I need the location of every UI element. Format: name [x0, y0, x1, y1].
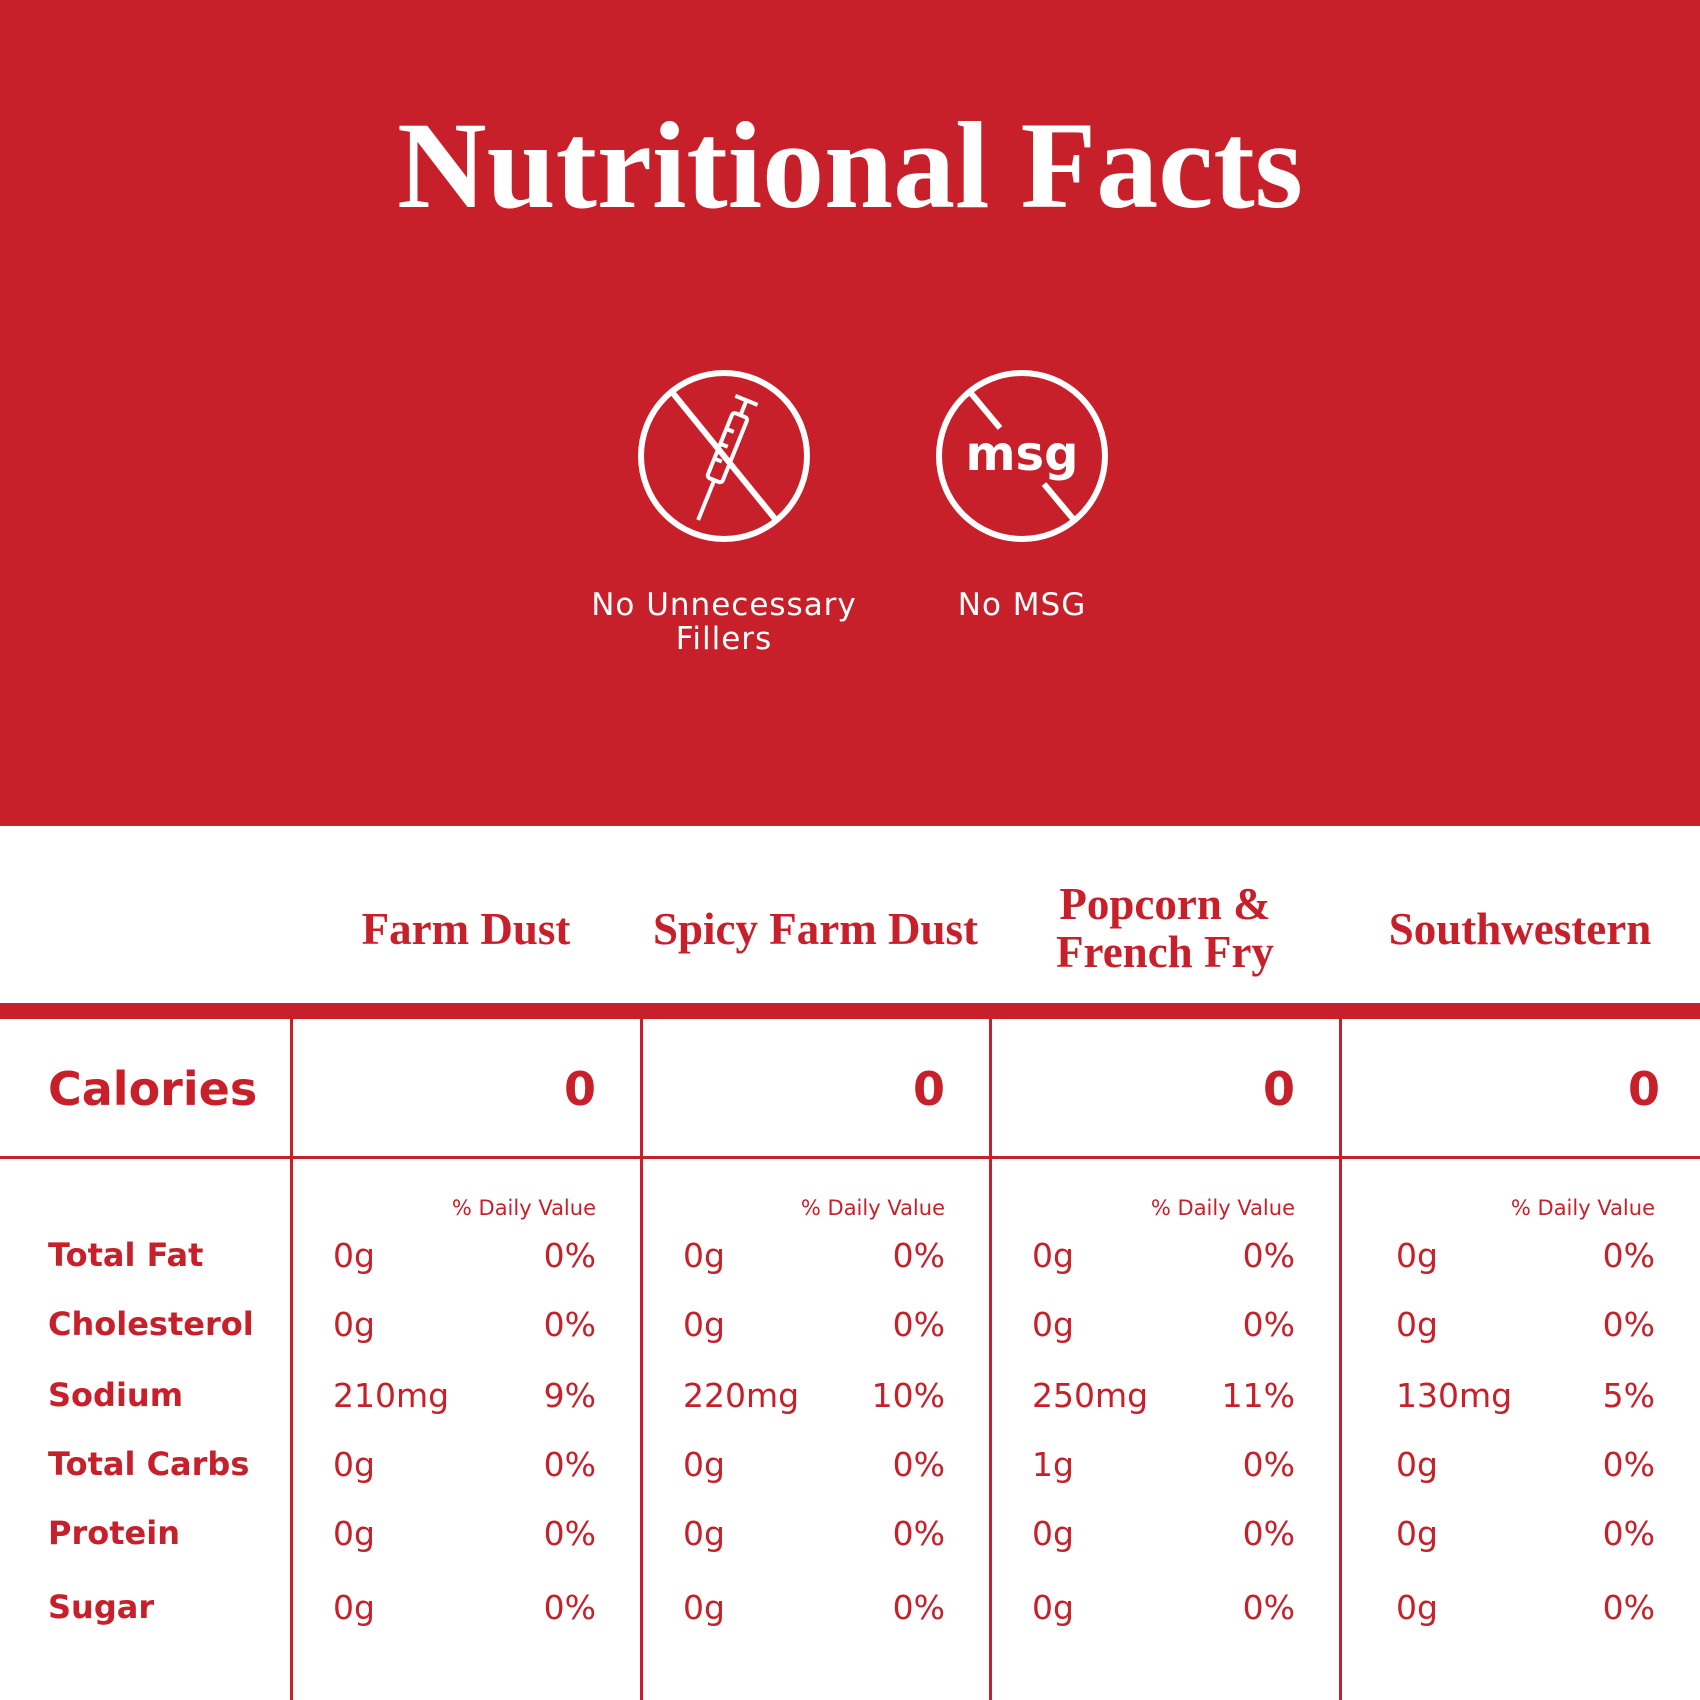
- daily-value: 10%: [871, 1376, 945, 1415]
- daily-value: 0%: [892, 1588, 945, 1627]
- row-label: Cholesterol: [48, 1305, 254, 1343]
- row-label: Protein: [48, 1514, 180, 1552]
- amount: 0g: [1396, 1236, 1438, 1275]
- daily-value: 0%: [1242, 1236, 1295, 1275]
- daily-value: 9%: [543, 1376, 596, 1415]
- row-label: Total Fat: [48, 1236, 204, 1274]
- amount: 0g: [1396, 1514, 1438, 1553]
- column-header: Farm Dust: [361, 904, 571, 954]
- calories-rule: [0, 1156, 1700, 1159]
- daily-value-label: % Daily Value: [800, 1196, 945, 1220]
- amount: 0g: [1396, 1588, 1438, 1627]
- amount: 0g: [1396, 1445, 1438, 1484]
- amount: 0g: [333, 1588, 375, 1627]
- column-header: Southwestern: [1388, 904, 1652, 954]
- badge-label: No Unnecessary Fillers: [591, 587, 857, 657]
- daily-value: 5%: [1602, 1376, 1655, 1415]
- row-label: Sugar: [48, 1588, 155, 1626]
- amount: 0g: [683, 1305, 725, 1344]
- daily-value: 0%: [1242, 1305, 1295, 1344]
- amount: 220mg: [683, 1376, 800, 1415]
- daily-value: 0%: [543, 1305, 596, 1344]
- amount: 0g: [1032, 1305, 1074, 1344]
- calories-label: Calories: [48, 1062, 258, 1116]
- column-divider: [989, 1019, 992, 1700]
- amount: 1g: [1032, 1445, 1074, 1484]
- daily-value: 0%: [1602, 1514, 1655, 1553]
- amount: 0g: [683, 1588, 725, 1627]
- badge-icons: msg: [638, 370, 1108, 542]
- calories-value: 0: [563, 1062, 596, 1116]
- daily-value: 0%: [543, 1445, 596, 1484]
- column-divider: [290, 1019, 293, 1700]
- row-label: Sodium: [48, 1376, 184, 1414]
- amount: 0g: [1032, 1236, 1074, 1275]
- amount: 0g: [683, 1445, 725, 1484]
- amount: 0g: [683, 1514, 725, 1553]
- daily-value: 0%: [543, 1236, 596, 1275]
- daily-value: 0%: [892, 1514, 945, 1553]
- calories-value: 0: [912, 1062, 945, 1116]
- column-divider: [1339, 1019, 1342, 1700]
- daily-value: 0%: [1602, 1445, 1655, 1484]
- header-rule: [0, 1003, 1700, 1019]
- calories-value: 0: [1627, 1062, 1660, 1116]
- column-header: Popcorn & French Fry: [1056, 879, 1274, 977]
- daily-value: 0%: [892, 1236, 945, 1275]
- daily-value: 0%: [543, 1588, 596, 1627]
- daily-value: 0%: [892, 1305, 945, 1344]
- amount: 250mg: [1032, 1376, 1149, 1415]
- column-divider: [640, 1019, 643, 1700]
- amount: 0g: [333, 1514, 375, 1553]
- column-header: Spicy Farm Dust: [653, 904, 978, 954]
- amount: 0g: [1032, 1588, 1074, 1627]
- daily-value-label: % Daily Value: [451, 1196, 596, 1220]
- daily-value: 0%: [892, 1445, 945, 1484]
- daily-value-label: % Daily Value: [1150, 1196, 1295, 1220]
- header-band: [0, 0, 1700, 826]
- amount: 210mg: [333, 1376, 450, 1415]
- daily-value: 0%: [1602, 1305, 1655, 1344]
- daily-value-label: % Daily Value: [1510, 1196, 1655, 1220]
- calories-value: 0: [1262, 1062, 1295, 1116]
- icon-text: msg: [966, 426, 1079, 482]
- amount: 0g: [333, 1445, 375, 1484]
- daily-value: 11%: [1221, 1376, 1295, 1415]
- title: Nutritional Facts: [397, 97, 1303, 234]
- daily-value: 0%: [1602, 1588, 1655, 1627]
- amount: 0g: [683, 1236, 725, 1275]
- row-label: Total Carbs: [48, 1445, 250, 1483]
- daily-value: 0%: [1242, 1588, 1295, 1627]
- badge-label: No MSG: [957, 587, 1087, 623]
- daily-value: 0%: [543, 1514, 596, 1553]
- daily-value: 0%: [1602, 1236, 1655, 1275]
- daily-value: 0%: [1242, 1445, 1295, 1484]
- amount: 0g: [1396, 1305, 1438, 1344]
- amount: 0g: [333, 1236, 375, 1275]
- amount: 0g: [333, 1305, 375, 1344]
- amount: 0g: [1032, 1514, 1074, 1553]
- amount: 130mg: [1396, 1376, 1513, 1415]
- daily-value: 0%: [1242, 1514, 1295, 1553]
